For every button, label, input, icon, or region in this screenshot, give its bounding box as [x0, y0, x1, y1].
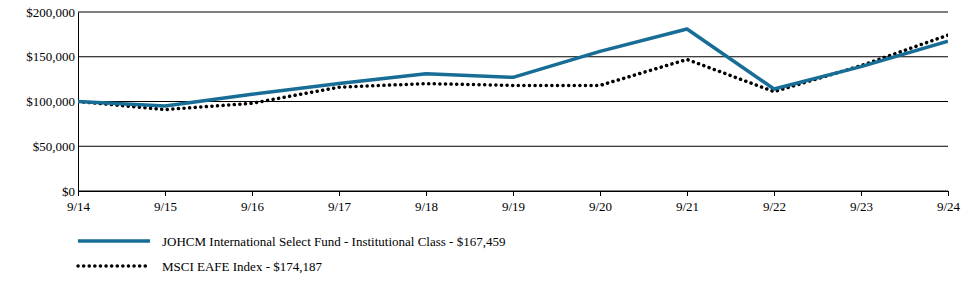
x-tick-label: 9/23 — [850, 199, 873, 214]
x-tick-label: 9/21 — [676, 199, 699, 214]
x-tick-mark — [687, 191, 688, 196]
x-tick: 9/14 — [67, 191, 91, 214]
y-tick: $200,000 — [26, 5, 78, 20]
x-tick-label: 9/20 — [589, 199, 612, 214]
series-group — [78, 29, 948, 110]
y-tick-label: $200,000 — [26, 5, 75, 20]
y-tick: $100,000 — [26, 94, 78, 109]
grid-line — [78, 56, 948, 57]
x-tick: 9/21 — [676, 191, 699, 214]
x-tick-mark — [426, 191, 427, 196]
x-axis: 9/14 9/15 9/16 9/17 9/18 9/19 9/20 9/21 9/22 9/23… — [67, 191, 961, 214]
x-tick: 9/18 — [415, 191, 438, 214]
x-tick-mark — [78, 191, 79, 196]
x-tick-label: 9/17 — [328, 199, 352, 214]
x-tick-label: 9/15 — [154, 199, 177, 214]
x-tick-mark — [948, 191, 949, 196]
x-tick-mark — [165, 191, 166, 196]
x-tick-label: 9/19 — [502, 199, 525, 214]
y-tick-label: $150,000 — [26, 49, 75, 64]
x-tick-label: 9/24 — [937, 199, 961, 214]
x-tick-mark — [861, 191, 862, 196]
legend-label: JOHCM International Select Fund - Instit… — [162, 234, 505, 249]
legend-item: JOHCM International Select Fund - Instit… — [78, 234, 505, 249]
x-tick: 9/17 — [328, 191, 352, 214]
x-tick-label: 9/22 — [763, 199, 786, 214]
chart: $0$50,000$100,000$150,000$200,0009/149/1… — [0, 0, 975, 281]
x-tick-mark — [774, 191, 775, 196]
x-tick: 9/24 — [937, 191, 961, 214]
legend: JOHCM International Select Fund - Instit… — [78, 234, 505, 274]
series-line — [78, 29, 948, 106]
x-tick-label: 9/14 — [67, 199, 91, 214]
x-tick-label: 9/16 — [241, 199, 265, 214]
grid-line — [78, 146, 948, 147]
x-tick-label: 9/18 — [415, 199, 438, 214]
grid — [78, 12, 948, 191]
grid-line — [78, 12, 948, 13]
x-tick-mark — [339, 191, 340, 196]
y-tick-label: $0 — [62, 184, 75, 199]
x-tick-mark — [513, 191, 514, 196]
y-axis: $0 $50,000 $100,000 $150,000 $200,000 — [26, 5, 78, 199]
x-tick-mark — [252, 191, 253, 196]
y-tick: $0 — [62, 184, 78, 199]
x-tick-mark — [600, 191, 601, 196]
legend-label: MSCI EAFE Index - $174,187 — [162, 259, 322, 274]
legend-swatch — [78, 239, 150, 243]
y-tick: $50,000 — [33, 139, 78, 154]
series-line — [78, 35, 948, 109]
x-tick: 9/16 — [241, 191, 265, 214]
y-tick-label: $50,000 — [33, 139, 75, 154]
plot: $0$50,000$100,000$150,000$200,0009/149/1… — [26, 5, 960, 215]
x-tick: 9/23 — [850, 191, 873, 214]
y-tick: $150,000 — [26, 49, 78, 64]
legend-swatch — [78, 264, 150, 268]
x-tick: 9/15 — [154, 191, 177, 214]
y-tick-label: $100,000 — [26, 94, 75, 109]
x-tick: 9/20 — [589, 191, 612, 214]
legend-item: MSCI EAFE Index - $174,187 — [78, 259, 322, 274]
x-tick: 9/22 — [763, 191, 786, 214]
x-tick: 9/19 — [502, 191, 525, 214]
